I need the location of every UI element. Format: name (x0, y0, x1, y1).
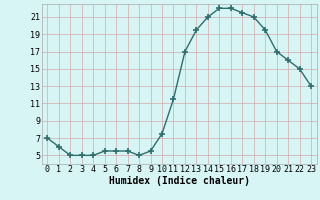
X-axis label: Humidex (Indice chaleur): Humidex (Indice chaleur) (109, 176, 250, 186)
